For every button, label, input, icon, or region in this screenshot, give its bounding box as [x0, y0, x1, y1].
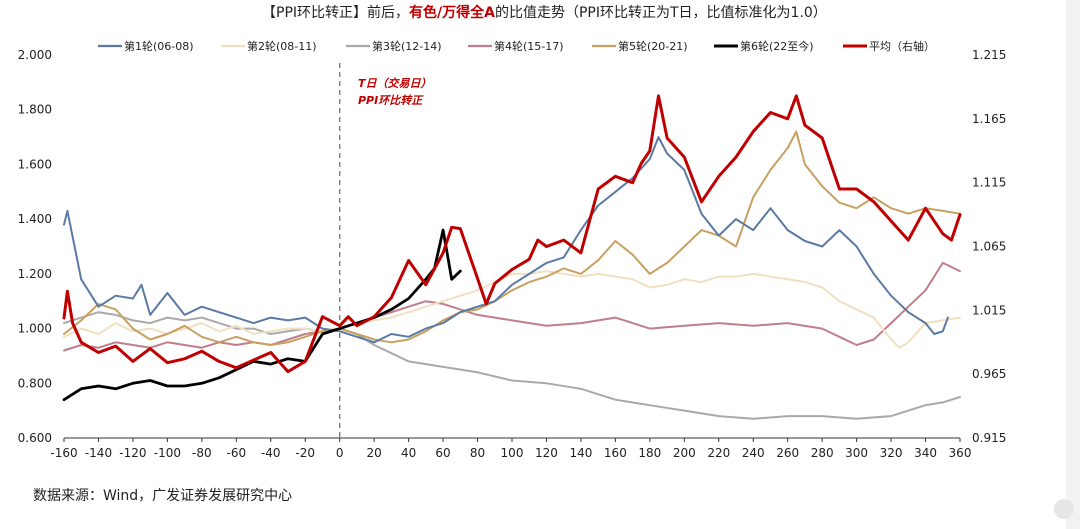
left-tick-label: 0.600: [18, 431, 52, 445]
series-line-avg: [62, 94, 962, 374]
legend-label-avg: 平均（右轴）: [869, 39, 935, 53]
x-tick-label: 220: [707, 446, 730, 460]
left-tick-label: 1.600: [18, 157, 52, 171]
x-tick-label: -120: [119, 446, 146, 460]
right-axis-ticks: 0.915 0.965 1.015 1.065 1.115 1.165 1.215: [972, 48, 1006, 445]
x-tick-label: 360: [949, 446, 972, 460]
legend-label-s4: 第4轮(15-17): [494, 39, 564, 53]
x-tick-label: 200: [673, 446, 696, 460]
legend-label-s1: 第1轮(06-08): [124, 39, 194, 53]
page-edge: [1066, 0, 1080, 529]
right-tick-label: 0.965: [972, 367, 1006, 381]
left-tick-label: 1.000: [18, 322, 52, 336]
left-tick-label: 1.400: [18, 212, 52, 226]
left-tick-label: 1.800: [18, 103, 52, 117]
x-tick-label: 80: [470, 446, 485, 460]
left-tick-label: 2.000: [18, 48, 52, 62]
series-line-s2: [63, 270, 961, 349]
x-tick-label: -100: [154, 446, 181, 460]
left-tick-label: 0.800: [18, 376, 52, 390]
x-tick-label: 60: [435, 446, 450, 460]
x-tick-label: 140: [569, 446, 592, 460]
left-axis-ticks: 0.600 0.800 1.000 1.200 1.400 1.600 1.800 2.000: [18, 48, 52, 445]
x-tick-label: 340: [914, 446, 937, 460]
right-tick-label: 1.215: [972, 48, 1006, 62]
left-tick-label: 1.200: [18, 267, 52, 281]
t-day-annotation-line2: PPI环比转正: [358, 94, 424, 107]
x-tick-label: 0: [336, 446, 344, 460]
title-part3: 的比值走势（PPI环比转正为T日，比值标准化为1.0）: [495, 5, 827, 21]
x-tick-label: -40: [261, 446, 281, 460]
right-tick-label: 1.015: [972, 303, 1006, 317]
x-tick-label: 240: [742, 446, 765, 460]
right-tick-label: 1.165: [972, 112, 1006, 126]
data-source: 数据来源：Wind，广发证券发展研究中心: [33, 488, 292, 504]
x-tick-label: 260: [776, 446, 799, 460]
x-tick-label: 100: [501, 446, 524, 460]
legend-label-s5: 第5轮(20-21): [618, 39, 688, 53]
x-tick-label: 160: [604, 446, 627, 460]
title-part1: 【PPI环比转正】前后，: [262, 4, 409, 21]
right-tick-label: 1.065: [972, 240, 1006, 254]
scroll-corner-button[interactable]: [1054, 499, 1074, 519]
x-tick-label: 280: [811, 446, 834, 460]
legend-label-s2: 第2轮(08-11): [247, 39, 317, 53]
legend-label-s3: 第3轮(12-14): [372, 39, 442, 53]
series-line-s3: [63, 311, 961, 420]
x-tick-label: -160: [50, 446, 77, 460]
x-axis-ticks: -160 -140 -120 -100 -80 -60 -40 -20 0 20 40 60 80 100…: [50, 438, 971, 460]
x-tick-label: -140: [85, 446, 112, 460]
x-tick-label: -60: [227, 446, 247, 460]
right-tick-label: 1.115: [972, 176, 1006, 190]
series-line-s1: [63, 136, 949, 344]
x-tick-label: 40: [401, 446, 416, 460]
x-tick-label: 320: [880, 446, 903, 460]
title-part2: 有色/万得全A: [409, 4, 495, 21]
x-tick-label: -80: [192, 446, 212, 460]
legend: 第1轮(06-08) 第2轮(08-11) 第3轮(12-14) 第4轮(15-17)…: [98, 39, 935, 53]
chart-title: 【PPI环比转正】前后，有色/万得全A的比值走势（PPI环比转正为T日，比值标准…: [262, 4, 827, 21]
series-line-s5: [63, 130, 961, 346]
x-tick-label: -20: [295, 446, 315, 460]
t-day-annotation-line1: T日（交易日）: [358, 77, 432, 90]
x-tick-label: 20: [367, 446, 382, 460]
x-tick-label: 180: [638, 446, 661, 460]
legend-label-s6: 第6轮(22至今): [740, 39, 814, 53]
right-tick-label: 0.915: [972, 431, 1006, 445]
series-line-s4: [63, 261, 961, 352]
series-layer: [62, 94, 962, 420]
x-tick-label: 120: [535, 446, 558, 460]
x-tick-label: 300: [845, 446, 868, 460]
